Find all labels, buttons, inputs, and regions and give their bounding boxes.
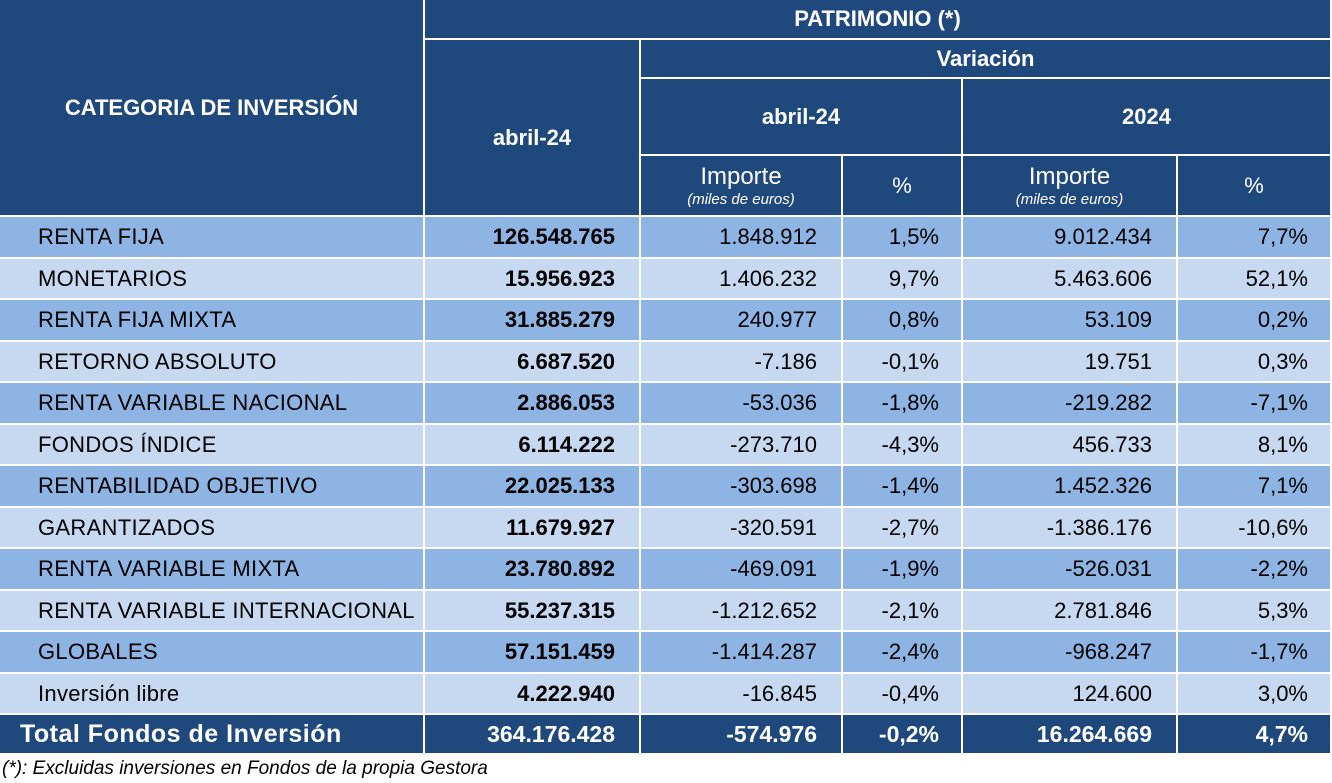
importe-label: Importe bbox=[700, 162, 782, 190]
row-pct-mes: -0,4% bbox=[843, 674, 963, 715]
row-pct-year: -10,6% bbox=[1178, 508, 1332, 549]
total-pct-mes: -0,2% bbox=[843, 715, 963, 755]
row-patrimonio: 6.114.222 bbox=[425, 425, 641, 466]
row-category: RENTA VARIABLE MIXTA bbox=[0, 549, 425, 591]
row-patrimonio: 6.687.520 bbox=[425, 342, 641, 383]
row-importe-mes: 1.848.912 bbox=[641, 217, 843, 259]
total-importe-year: 16.264.669 bbox=[963, 715, 1178, 755]
row-importe-mes: 1.406.232 bbox=[641, 259, 843, 300]
row-category: GARANTIZADOS bbox=[0, 508, 425, 549]
row-pct-year: 0,2% bbox=[1178, 300, 1332, 342]
row-pct-year: 7,7% bbox=[1178, 217, 1332, 259]
header-abril-total: abril-24 bbox=[425, 40, 641, 217]
header-importe-mes: Importe (miles de euros) bbox=[641, 156, 843, 217]
row-importe-mes: 240.977 bbox=[641, 300, 843, 342]
row-category: Inversión libre bbox=[0, 674, 425, 715]
row-importe-year: 456.733 bbox=[963, 425, 1178, 466]
row-patrimonio: 11.679.927 bbox=[425, 508, 641, 549]
row-pct-mes: -1,4% bbox=[843, 466, 963, 508]
row-category: RENTA VARIABLE NACIONAL bbox=[0, 383, 425, 425]
row-pct-mes: -2,1% bbox=[843, 591, 963, 632]
row-importe-year: 1.452.326 bbox=[963, 466, 1178, 508]
row-pct-mes: -1,8% bbox=[843, 383, 963, 425]
header-pct-year: % bbox=[1178, 156, 1332, 217]
row-importe-mes: -320.591 bbox=[641, 508, 843, 549]
row-pct-year: -2,2% bbox=[1178, 549, 1332, 591]
row-category: RENTA VARIABLE INTERNACIONAL bbox=[0, 591, 425, 632]
row-pct-mes: -4,3% bbox=[843, 425, 963, 466]
row-importe-mes: -273.710 bbox=[641, 425, 843, 466]
row-pct-year: 0,3% bbox=[1178, 342, 1332, 383]
row-patrimonio: 22.025.133 bbox=[425, 466, 641, 508]
row-importe-year: -1.386.176 bbox=[963, 508, 1178, 549]
row-pct-year: -7,1% bbox=[1178, 383, 1332, 425]
row-pct-year: 8,1% bbox=[1178, 425, 1332, 466]
total-importe-mes: -574.976 bbox=[641, 715, 843, 755]
row-category: RENTABILIDAD OBJETIVO bbox=[0, 466, 425, 508]
row-category: FONDOS ÍNDICE bbox=[0, 425, 425, 466]
row-importe-mes: -303.698 bbox=[641, 466, 843, 508]
row-patrimonio: 2.886.053 bbox=[425, 383, 641, 425]
row-importe-year: 9.012.434 bbox=[963, 217, 1178, 259]
row-patrimonio: 31.885.279 bbox=[425, 300, 641, 342]
row-pct-year: -1,7% bbox=[1178, 632, 1332, 674]
row-importe-mes: -469.091 bbox=[641, 549, 843, 591]
row-importe-year: 2.781.846 bbox=[963, 591, 1178, 632]
row-importe-mes: -1.414.287 bbox=[641, 632, 843, 674]
row-importe-mes: -16.845 bbox=[641, 674, 843, 715]
row-patrimonio: 57.151.459 bbox=[425, 632, 641, 674]
row-pct-mes: -2,4% bbox=[843, 632, 963, 674]
row-category: RENTA FIJA MIXTA bbox=[0, 300, 425, 342]
row-importe-year: 19.751 bbox=[963, 342, 1178, 383]
row-importe-mes: -1.212.652 bbox=[641, 591, 843, 632]
row-importe-year: -968.247 bbox=[963, 632, 1178, 674]
row-importe-year: 5.463.606 bbox=[963, 259, 1178, 300]
row-pct-mes: -1,9% bbox=[843, 549, 963, 591]
row-pct-year: 52,1% bbox=[1178, 259, 1332, 300]
header-importe-year: Importe (miles de euros) bbox=[963, 156, 1178, 217]
row-importe-year: -526.031 bbox=[963, 549, 1178, 591]
header-var-abril: abril-24 bbox=[641, 79, 963, 156]
row-pct-mes: -0,1% bbox=[843, 342, 963, 383]
row-importe-year: -219.282 bbox=[963, 383, 1178, 425]
importe-label: Importe bbox=[1028, 162, 1111, 190]
row-pct-year: 3,0% bbox=[1178, 674, 1332, 715]
total-pct-year: 4,7% bbox=[1178, 715, 1332, 755]
row-patrimonio: 126.548.765 bbox=[425, 217, 641, 259]
total-category: Total Fondos de Inversión bbox=[0, 715, 425, 755]
row-patrimonio: 4.222.940 bbox=[425, 674, 641, 715]
row-pct-year: 5,3% bbox=[1178, 591, 1332, 632]
row-pct-mes: -2,7% bbox=[843, 508, 963, 549]
row-importe-year: 124.600 bbox=[963, 674, 1178, 715]
row-importe-year: 53.109 bbox=[963, 300, 1178, 342]
total-patrimonio: 364.176.428 bbox=[425, 715, 641, 755]
header-variacion: Variación bbox=[641, 40, 1332, 79]
row-pct-mes: 0,8% bbox=[843, 300, 963, 342]
header-pct-mes: % bbox=[843, 156, 963, 217]
row-category: MONETARIOS bbox=[0, 259, 425, 300]
footnote: (*): Excluidas inversiones en Fondos de … bbox=[2, 758, 488, 779]
row-category: GLOBALES bbox=[0, 632, 425, 674]
fund-table: CATEGORIA DE INVERSIÓN PATRIMONIO (*) ab… bbox=[0, 0, 1332, 755]
header-categoria: CATEGORIA DE INVERSIÓN bbox=[0, 0, 425, 217]
row-patrimonio: 15.956.923 bbox=[425, 259, 641, 300]
header-patrimonio: PATRIMONIO (*) bbox=[425, 0, 1332, 40]
row-category: RETORNO ABSOLUTO bbox=[0, 342, 425, 383]
row-patrimonio: 55.237.315 bbox=[425, 591, 641, 632]
importe-unit: (miles de euros) bbox=[1015, 190, 1124, 208]
header-var-year: 2024 bbox=[963, 79, 1332, 156]
row-importe-mes: -7.186 bbox=[641, 342, 843, 383]
row-importe-mes: -53.036 bbox=[641, 383, 843, 425]
importe-unit: (miles de euros) bbox=[687, 190, 795, 208]
row-patrimonio: 23.780.892 bbox=[425, 549, 641, 591]
row-category: RENTA FIJA bbox=[0, 217, 425, 259]
row-pct-mes: 9,7% bbox=[843, 259, 963, 300]
row-pct-mes: 1,5% bbox=[843, 217, 963, 259]
row-pct-year: 7,1% bbox=[1178, 466, 1332, 508]
